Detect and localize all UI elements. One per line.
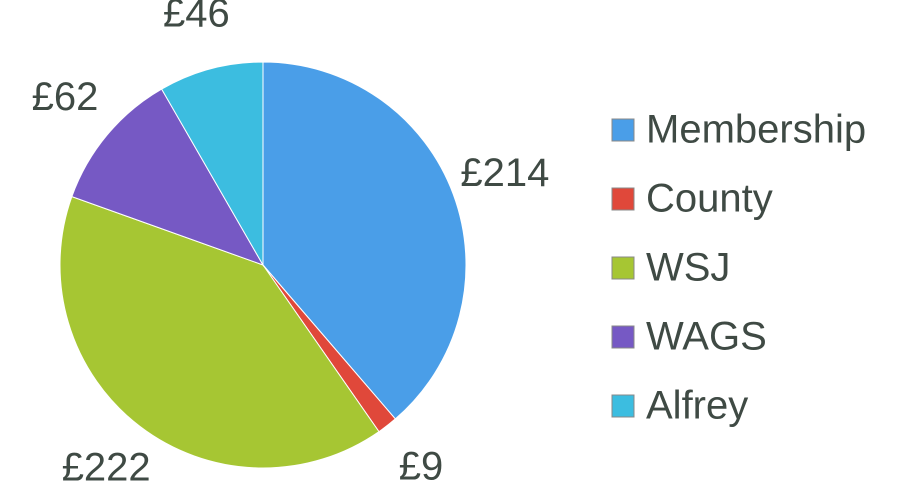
legend-label: County [646,177,773,221]
data-label: £46 [163,0,230,35]
legend-label: WSJ [646,246,730,290]
data-label: £9 [399,445,444,486]
pie-slice [160,61,264,267]
legend-label: Membership [646,108,866,152]
legend-swatch [611,256,635,280]
legend-swatch [611,394,635,418]
pie-slice [262,61,467,420]
pie-slice [59,195,380,469]
legend-swatch [611,118,635,142]
pie-slice [71,88,265,266]
legend-swatch [611,325,635,349]
legend-label: WAGS [646,315,767,359]
legend-swatch [611,187,635,211]
data-label: £62 [32,75,99,119]
data-label: £214 [460,151,549,195]
data-label: £222 [62,445,151,486]
legend-label: Alfrey [646,384,748,428]
